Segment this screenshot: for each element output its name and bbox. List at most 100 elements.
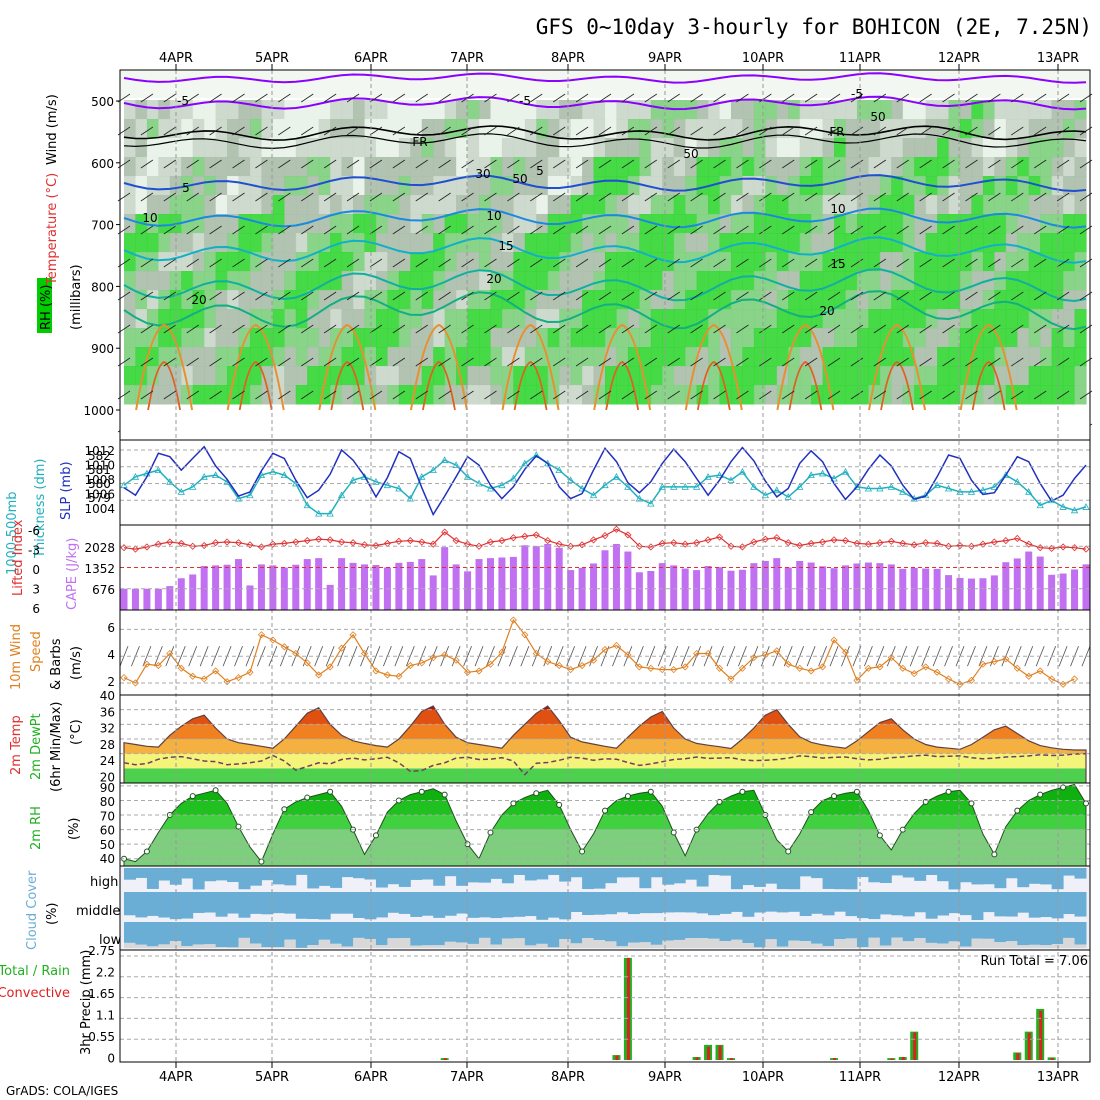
rh-shade-cell (994, 233, 1007, 253)
wind-barb (530, 291, 543, 301)
cloud-low-gap (1005, 941, 1018, 948)
cloud-cell-low (307, 922, 320, 946)
rh-tick: 90 (100, 781, 115, 795)
rh-shade-cell (375, 309, 389, 329)
precip-convective-bar (615, 1055, 619, 1060)
wind10-point (131, 679, 140, 687)
rh-shade-cell (158, 233, 171, 253)
lifted-index-point (189, 542, 197, 550)
wind10-barb (932, 646, 942, 667)
wind-barb (209, 324, 222, 334)
lifted-index-point (807, 539, 815, 547)
rh-shade-cell (307, 214, 320, 234)
wind10-point (464, 668, 472, 676)
rh-shade-cell (776, 309, 789, 329)
wind-barb (667, 225, 680, 235)
wind-barb (1056, 159, 1070, 169)
thickness-point (1070, 506, 1079, 514)
cloud-low-gap (501, 938, 514, 948)
rh-shade-cell (811, 195, 824, 215)
wind-barb (690, 93, 703, 103)
cloud-cell-middle (662, 892, 675, 913)
rh-shade-cell (570, 347, 583, 367)
wind-barb (873, 390, 887, 400)
slp-tick: 1006 (84, 488, 115, 502)
cloud-cell-middle (650, 892, 663, 914)
slp-tick: 1004 (84, 502, 115, 516)
lifted-index-point (555, 540, 563, 548)
rh-shade-cell (1017, 214, 1030, 234)
rh-shade-cell (1040, 271, 1053, 291)
run-total: Run Total = 7.06 (980, 954, 1088, 969)
rh-shade-cell (318, 138, 331, 158)
rh-shade-cell (1017, 347, 1030, 367)
wind-barb (644, 159, 658, 169)
rh-shade-cell (501, 328, 514, 348)
rh-point (327, 788, 334, 795)
lifted-index-point (509, 534, 517, 542)
precip-tick: 2.2 (96, 966, 115, 980)
cloud-cell-high (799, 868, 812, 877)
wind-barb (1056, 324, 1070, 334)
rh-shade-cell (181, 195, 194, 215)
rh-shade-cell (960, 328, 973, 348)
cloud-cell-low (330, 922, 343, 944)
lifted-index-point (727, 542, 735, 550)
rh-shade-cell (456, 138, 469, 158)
thickness-point (189, 483, 197, 490)
cloud-low-gap (593, 940, 606, 948)
rh-shade-cell (158, 100, 171, 120)
cloud-cell-high (456, 868, 469, 886)
rh-shade-cell (387, 157, 400, 177)
wind-barb (598, 126, 612, 136)
rh-shade-cell (353, 328, 366, 348)
rh-shade-cell (146, 290, 159, 310)
rh-shade-cell (547, 100, 560, 120)
wind-barb (644, 291, 658, 301)
cloud-cell-middle (410, 892, 423, 917)
rh-shade-cell (284, 366, 297, 386)
wind-barb (232, 324, 245, 334)
wind-barb (507, 126, 520, 136)
wind-barb (1056, 258, 1070, 268)
rh-shade-cell (856, 233, 870, 253)
rh-point (441, 791, 448, 798)
wind-barb (713, 291, 726, 301)
lifted-index-point (464, 540, 472, 548)
cloud-cell-high (490, 868, 503, 879)
wind-barb (369, 291, 383, 301)
rh-shade-cell (639, 271, 652, 291)
rh-point (533, 790, 540, 797)
lifted-index-point (876, 539, 884, 547)
wind-barb (804, 324, 818, 334)
rh-shade-cell (765, 233, 778, 253)
cloud-low-gap (994, 942, 1007, 948)
rh-shade-cell (570, 138, 583, 158)
lifted-index-point (715, 533, 724, 541)
rh-band (124, 829, 1086, 866)
cloud-cell-high (192, 868, 205, 890)
wind-barb (759, 159, 772, 169)
wind-barb (873, 357, 887, 367)
rh-shade-cell (845, 309, 858, 329)
rh-shade-cell (639, 119, 652, 139)
cloud-low-gap (249, 943, 262, 948)
rh-shade-cell (272, 309, 285, 329)
rh-shade-cell (673, 233, 686, 253)
cloud-low-gap (868, 937, 881, 948)
rh-shade-cell (776, 195, 789, 215)
wind-barb (369, 324, 383, 334)
lifted-index-point (624, 531, 632, 539)
cape-tick: 1352 (84, 562, 115, 576)
cape-bar (452, 564, 460, 610)
cloud-cell-high (501, 868, 514, 884)
precip-tick: 2.75 (88, 944, 115, 958)
cloud-cell-middle (215, 892, 228, 917)
surface-temp-contour-inner (422, 361, 456, 411)
rh-shade-cell (398, 385, 411, 405)
rh-shade-cell (158, 385, 171, 405)
cloud-low-gap (1040, 945, 1053, 948)
rh-shade-cell (719, 271, 732, 291)
thickness-point (761, 491, 770, 499)
rh-shade-cell (135, 328, 148, 348)
